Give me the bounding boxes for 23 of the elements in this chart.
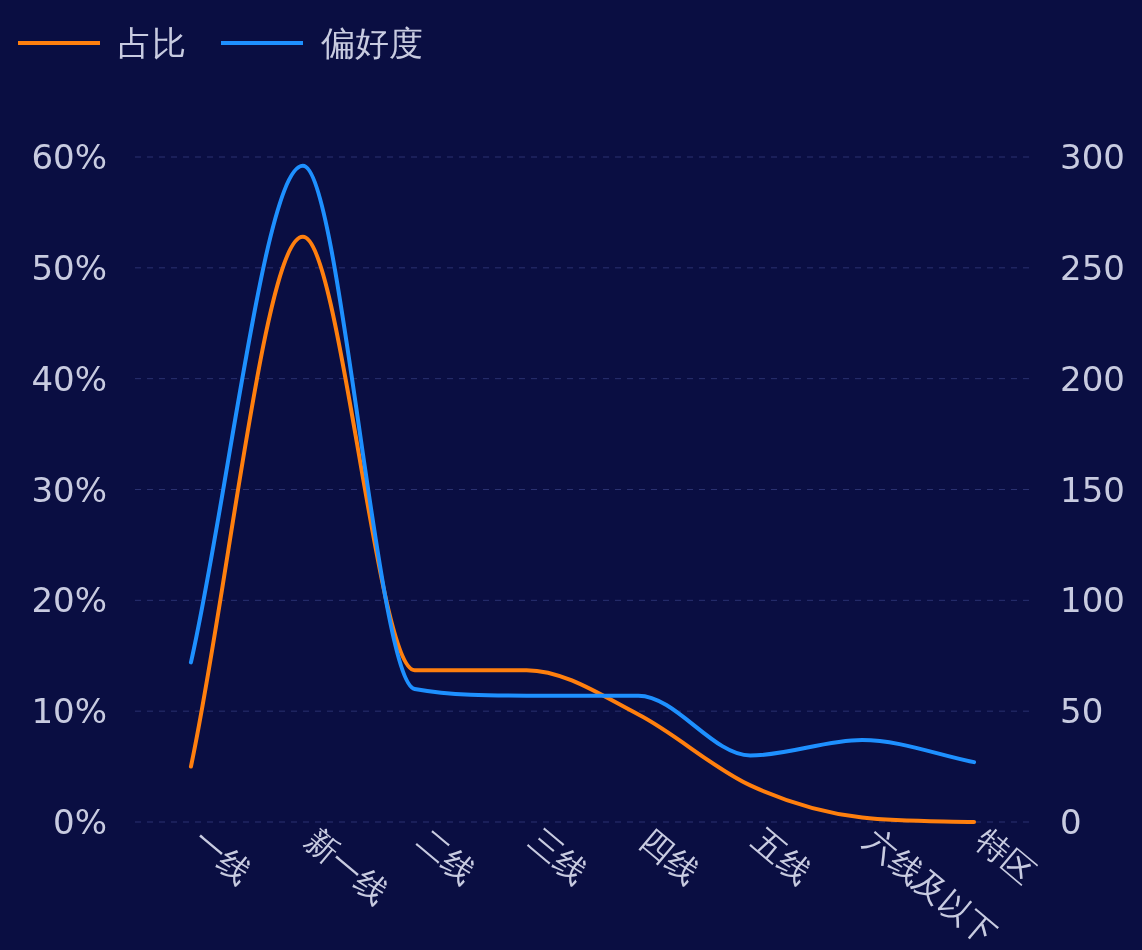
- y2-tick-label: 300: [1060, 137, 1125, 177]
- y-tick-label: 40%: [31, 358, 107, 399]
- legend-label: 偏好度: [321, 23, 423, 63]
- y-tick-label: 30%: [31, 469, 107, 510]
- y2-tick-label: 0: [1060, 802, 1082, 842]
- y2-tick-label: 150: [1060, 469, 1125, 510]
- legend-label: 占比: [118, 23, 186, 63]
- y2-tick-label: 250: [1060, 247, 1125, 288]
- x-tick-label: 特区: [968, 821, 1043, 892]
- x-tick-label: 三线: [521, 821, 595, 892]
- y-tick-label: 50%: [31, 247, 107, 288]
- y-tick-label: 0%: [53, 802, 107, 842]
- x-tick-label: 新一线: [297, 821, 396, 912]
- x-tick-label: 四线: [633, 821, 707, 892]
- y2-tick-label: 100: [1060, 580, 1125, 621]
- y2-tick-label: 50: [1060, 691, 1104, 732]
- y-tick-label: 10%: [31, 691, 107, 732]
- y-tick-label: 60%: [31, 137, 107, 177]
- y-tick-label: 20%: [31, 580, 107, 621]
- x-tick-label: 五线: [745, 821, 819, 892]
- x-tick-label: 二线: [409, 821, 483, 892]
- y2-tick-label: 200: [1060, 358, 1125, 399]
- x-tick-label: 一线: [185, 821, 260, 892]
